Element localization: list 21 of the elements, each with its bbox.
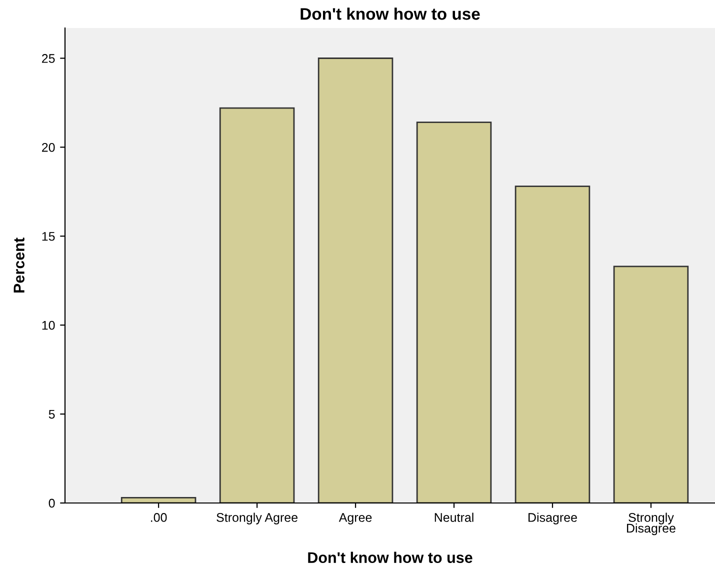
y-axis-title: Percent <box>14 238 24 292</box>
y-tick-label: 0 <box>48 498 55 508</box>
x-tick-label: Neutral <box>434 512 474 522</box>
x-tick-label: Disagree <box>528 512 577 524</box>
x-axis-title: Don't know how to use <box>308 552 472 564</box>
x-tick-label: Strongly Disagree <box>627 512 676 536</box>
bar <box>416 122 492 503</box>
x-tick-label: .00 <box>151 513 167 522</box>
bar <box>120 496 196 503</box>
bar <box>219 107 295 503</box>
y-tick-label: 25 <box>42 54 55 63</box>
bar <box>318 58 394 503</box>
y-tick-label: 5 <box>48 410 55 419</box>
bar <box>613 266 689 503</box>
y-tick-label: 15 <box>42 232 55 241</box>
chart-title: Don't know how to use <box>300 8 480 20</box>
bar <box>514 186 590 503</box>
y-tick-label: 10 <box>42 320 55 330</box>
x-tick-label: Agree <box>338 513 372 524</box>
x-tick-label: Strongly Agree <box>216 512 298 524</box>
y-tick-label: 20 <box>42 142 55 152</box>
